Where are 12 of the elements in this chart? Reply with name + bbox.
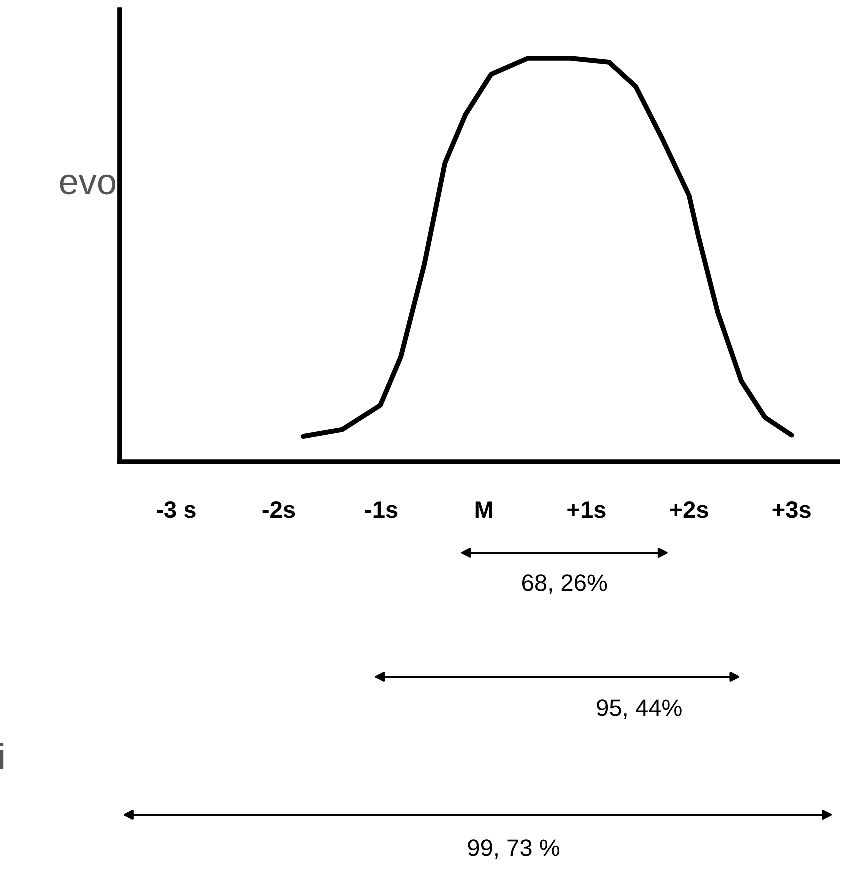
text: 95, 44% <box>597 700 682 720</box>
x-tick-label: +3s <box>772 502 811 518</box>
text: 68, 26% <box>522 574 608 594</box>
x-tick-label: M <box>476 502 492 518</box>
text: evo <box>60 174 116 195</box>
x-tick-label: +2s <box>670 502 708 518</box>
x-tick-label: +1s <box>568 502 606 518</box>
x-tick-label: -2s <box>262 502 296 518</box>
text: i <box>0 743 4 770</box>
x-tick-label: -3 s <box>156 502 196 518</box>
x-tick-label: -1s <box>365 502 398 518</box>
text: 99, 73 % <box>468 840 560 860</box>
